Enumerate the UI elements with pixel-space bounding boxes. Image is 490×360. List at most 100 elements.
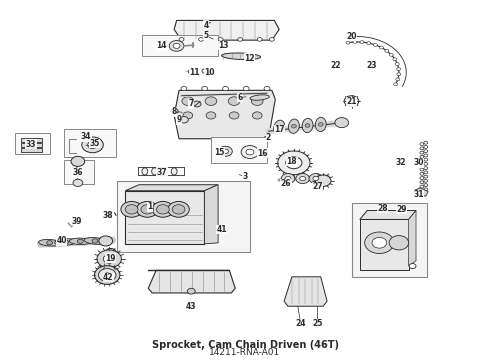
- Bar: [15, 133, 49, 154]
- Ellipse shape: [302, 118, 313, 132]
- Text: 36: 36: [73, 168, 83, 177]
- Circle shape: [141, 205, 154, 214]
- Circle shape: [373, 44, 377, 46]
- Circle shape: [309, 174, 323, 184]
- Circle shape: [270, 38, 274, 41]
- Bar: [64, 160, 94, 184]
- Circle shape: [219, 146, 232, 156]
- Text: 42: 42: [103, 273, 114, 282]
- Circle shape: [125, 205, 138, 214]
- Circle shape: [372, 237, 387, 248]
- Circle shape: [169, 41, 184, 51]
- Polygon shape: [174, 90, 275, 139]
- Circle shape: [424, 171, 428, 174]
- Circle shape: [286, 157, 302, 169]
- Text: 31: 31: [413, 190, 424, 199]
- Polygon shape: [360, 220, 409, 270]
- Text: Sprocket, Cam Chain Driven (46T): Sprocket, Cam Chain Driven (46T): [151, 340, 339, 350]
- Circle shape: [137, 202, 158, 217]
- Circle shape: [205, 97, 217, 105]
- Circle shape: [390, 53, 393, 56]
- Text: 4: 4: [203, 21, 209, 30]
- Text: 20: 20: [346, 32, 357, 41]
- Circle shape: [202, 69, 208, 73]
- Circle shape: [292, 125, 296, 128]
- Circle shape: [397, 68, 401, 71]
- Circle shape: [420, 151, 424, 154]
- Circle shape: [420, 156, 424, 158]
- Bar: [21, 138, 42, 142]
- Bar: [64, 129, 116, 157]
- Text: 1: 1: [147, 202, 152, 211]
- Text: 39: 39: [71, 217, 82, 226]
- Circle shape: [238, 38, 243, 41]
- Ellipse shape: [152, 168, 158, 175]
- Circle shape: [365, 232, 394, 253]
- Circle shape: [360, 41, 364, 44]
- Circle shape: [229, 112, 239, 119]
- Circle shape: [95, 266, 120, 284]
- Text: 2: 2: [266, 133, 271, 142]
- Text: 22: 22: [330, 61, 341, 70]
- Circle shape: [77, 239, 83, 243]
- Text: 41: 41: [216, 225, 227, 234]
- Ellipse shape: [221, 53, 261, 60]
- Circle shape: [278, 151, 310, 175]
- Text: 12: 12: [245, 54, 255, 63]
- Circle shape: [88, 141, 98, 148]
- Circle shape: [198, 38, 203, 41]
- Circle shape: [316, 175, 331, 186]
- Circle shape: [193, 101, 201, 107]
- Circle shape: [246, 149, 254, 155]
- Circle shape: [277, 126, 282, 129]
- Circle shape: [188, 69, 194, 74]
- Circle shape: [393, 58, 397, 61]
- Bar: [351, 203, 427, 277]
- Bar: [211, 137, 267, 163]
- Circle shape: [241, 145, 259, 158]
- Ellipse shape: [84, 238, 106, 244]
- Ellipse shape: [250, 95, 270, 100]
- Text: 33: 33: [26, 140, 36, 149]
- Circle shape: [420, 177, 424, 180]
- Polygon shape: [284, 277, 327, 306]
- Text: 11: 11: [189, 68, 199, 77]
- Circle shape: [424, 179, 428, 182]
- Circle shape: [121, 202, 143, 217]
- Text: 29: 29: [396, 205, 407, 214]
- Circle shape: [420, 159, 424, 162]
- Text: 27: 27: [312, 182, 322, 191]
- Circle shape: [420, 172, 424, 175]
- Circle shape: [97, 250, 122, 268]
- Circle shape: [157, 205, 169, 214]
- Circle shape: [367, 42, 371, 45]
- Text: 16: 16: [257, 149, 268, 158]
- Circle shape: [346, 41, 350, 44]
- Ellipse shape: [171, 168, 177, 175]
- Text: 17: 17: [274, 125, 285, 134]
- Polygon shape: [125, 185, 218, 191]
- Ellipse shape: [274, 120, 285, 134]
- Polygon shape: [360, 211, 416, 220]
- Circle shape: [251, 97, 263, 105]
- Circle shape: [285, 176, 291, 181]
- Circle shape: [420, 143, 424, 145]
- Circle shape: [393, 83, 397, 86]
- Circle shape: [424, 145, 428, 148]
- Text: 25: 25: [312, 319, 322, 328]
- Text: 35: 35: [89, 139, 99, 148]
- Circle shape: [344, 96, 359, 107]
- Circle shape: [171, 109, 178, 114]
- Circle shape: [252, 112, 262, 119]
- Text: 23: 23: [367, 62, 377, 71]
- Text: 19: 19: [105, 254, 116, 263]
- Circle shape: [424, 175, 428, 178]
- Circle shape: [313, 176, 319, 181]
- Polygon shape: [174, 21, 279, 40]
- Text: 30: 30: [413, 158, 424, 167]
- Ellipse shape: [142, 168, 148, 175]
- Bar: [21, 143, 42, 147]
- Circle shape: [152, 202, 173, 217]
- Circle shape: [424, 158, 428, 161]
- Circle shape: [424, 162, 428, 165]
